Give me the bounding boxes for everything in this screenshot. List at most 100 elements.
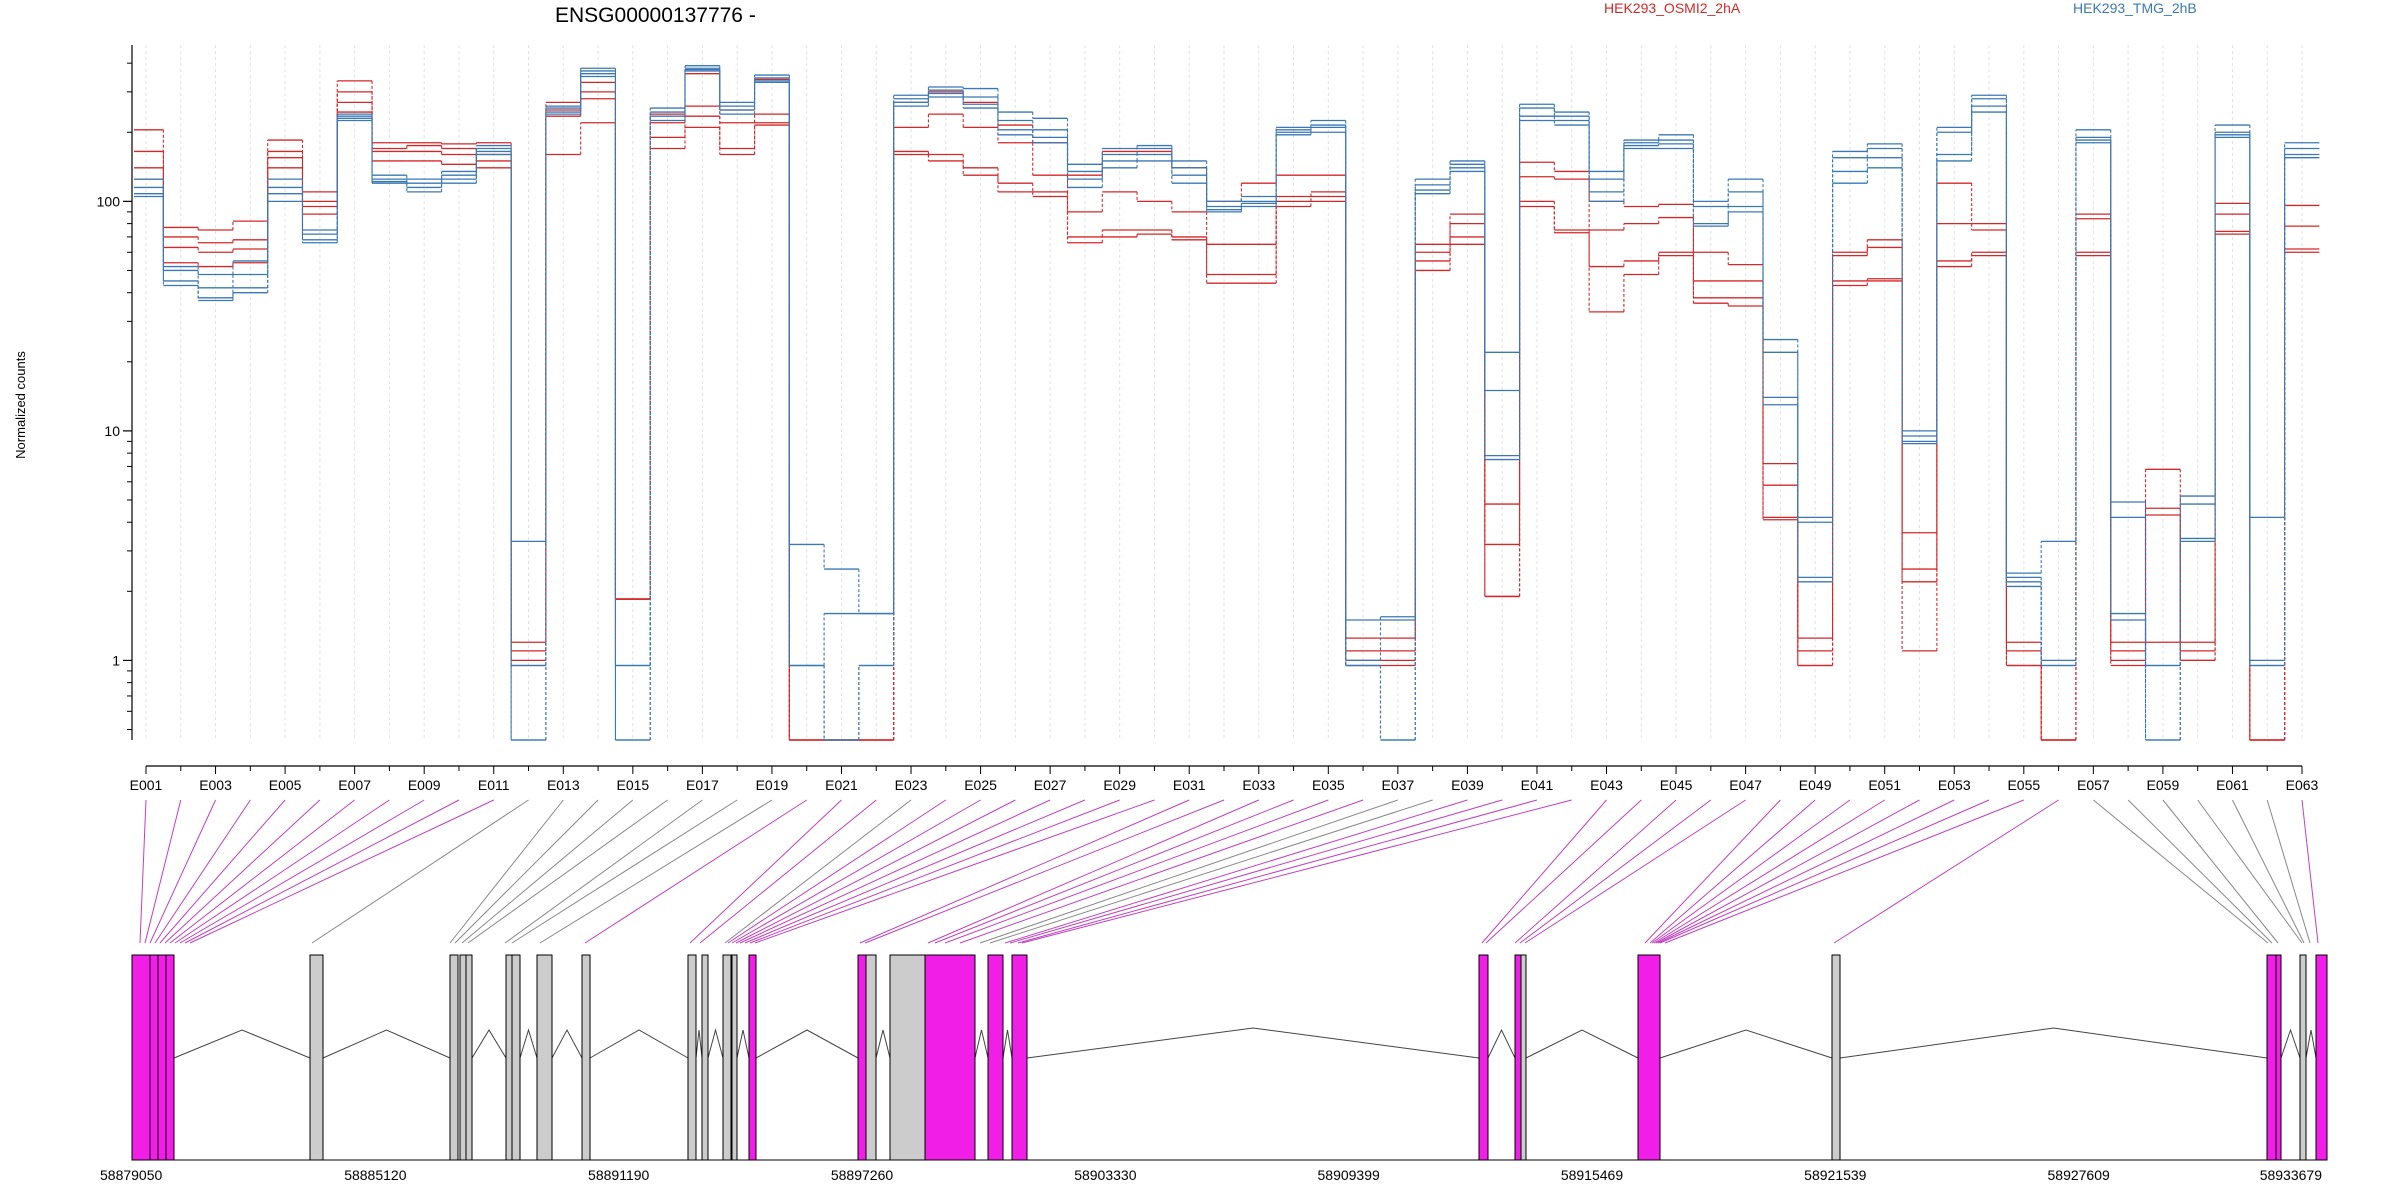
exon-connector: [164, 799, 321, 944]
series-line: [134, 67, 2320, 667]
exon-box: [2299, 954, 2307, 1161]
exon-connector: [169, 799, 355, 944]
x-tick-label: E057: [2077, 777, 2110, 793]
x-tick-label: E045: [1660, 777, 1693, 793]
exon-connector: [174, 799, 390, 944]
genomic-coordinate-label: 58933679: [2260, 1167, 2323, 1183]
intron-line: [736, 1029, 750, 1059]
intron-line: [974, 1029, 989, 1059]
intron-line: [589, 1029, 689, 1059]
intron-line: [551, 1028, 583, 1059]
exon-box: [1637, 954, 1661, 1161]
x-tick-label: E035: [1312, 777, 1345, 793]
exon-connector: [139, 799, 147, 944]
exon-connector: [467, 799, 668, 944]
genomic-coordinate-label: 58891190: [588, 1167, 649, 1183]
series-lines: [134, 65, 2320, 741]
y-axis-label: Normalized counts: [13, 351, 28, 459]
exon-connector: [749, 799, 1120, 944]
exon-box: [465, 954, 473, 1161]
genomic-coordinate-label: 58927609: [2048, 1167, 2111, 1183]
exon-box: [449, 954, 459, 1161]
exon-connector: [1021, 799, 1572, 944]
exon-box: [1831, 954, 1841, 1161]
genomic-coordinate-label: 58915469: [1561, 1167, 1624, 1183]
genomic-coordinate-label: 58879050: [100, 1167, 163, 1183]
exon-connector: [1514, 799, 1677, 944]
x-tick-label: E053: [1938, 777, 1971, 793]
x-tick-label: E017: [686, 777, 719, 793]
exon-box: [131, 954, 151, 1161]
x-tick-label: E031: [1173, 777, 1206, 793]
x-tick-label: E007: [338, 777, 371, 793]
exon-connector: [979, 799, 1399, 944]
x-tick-label: E019: [756, 777, 789, 793]
exon-box: [2275, 954, 2282, 1161]
intron-line: [1026, 1027, 1480, 1059]
x-tick-label: E013: [547, 777, 580, 793]
exon-connector: [2197, 799, 2303, 944]
exon-box: [987, 954, 1004, 1161]
series-line: [134, 98, 2320, 741]
exon-box: [722, 954, 732, 1161]
exon-connector: [1664, 799, 2024, 944]
exon-connector: [934, 799, 1294, 944]
x-tick-label: E023: [895, 777, 928, 793]
exon-connector: [1655, 799, 1920, 944]
x-tick-label: E003: [199, 777, 232, 793]
exon-connector: [454, 799, 599, 944]
x-tick-label: E061: [2216, 777, 2249, 793]
exon-connector: [731, 799, 981, 944]
exon-connector: [735, 799, 1016, 944]
exon-connector: [504, 799, 703, 944]
exon-connector: [159, 799, 286, 944]
exon-box: [748, 954, 757, 1161]
exon-connector: [179, 799, 425, 944]
exon-connector: [511, 799, 738, 944]
exon-box: [536, 954, 553, 1161]
series-line: [134, 70, 2320, 741]
intron-line: [1839, 1027, 2268, 1059]
exon-connector: [1004, 799, 1468, 944]
exon-box: [857, 954, 867, 1161]
exon-connector: [699, 799, 877, 944]
genomic-coordinate-label: 58909399: [1318, 1167, 1381, 1183]
y-tick-label: 10: [104, 423, 120, 439]
exon-box: [701, 954, 709, 1161]
exon-connector: [1485, 799, 1642, 944]
exon-connector: [1649, 799, 1816, 944]
intron-line: [695, 1029, 703, 1059]
intron-line: [322, 1029, 451, 1059]
exon-connector: [2266, 799, 2311, 944]
exon-box: [2266, 954, 2277, 1161]
exon-connector: [144, 799, 182, 944]
exon-connector: [689, 799, 842, 944]
x-tick-label: E047: [1729, 777, 1762, 793]
exon-box: [149, 954, 159, 1161]
exon-box: [581, 954, 591, 1161]
x-tick-label: E021: [825, 777, 858, 793]
intron-line: [1525, 1029, 1639, 1059]
exon-connector: [1653, 799, 1885, 944]
x-tick-label: E011: [478, 777, 510, 793]
legend-entry-tmg: HEK293_TMG_2hB: [2073, 0, 2197, 16]
exon-connector: [2127, 799, 2273, 944]
exon-connector: [959, 799, 1364, 944]
genomic-coordinate-label: 58885120: [344, 1167, 407, 1183]
x-tick-label: E025: [964, 777, 997, 793]
exon-connector: [754, 799, 1155, 944]
intron-line: [1002, 1029, 1013, 1059]
intron-line: [519, 1028, 538, 1059]
exon-box: [505, 954, 513, 1161]
exon-connector: [184, 799, 460, 944]
exon-connector: [1659, 799, 1990, 944]
exon-connector: [927, 799, 1259, 944]
exon-connector: [859, 799, 1190, 944]
x-tick-label: E055: [2007, 777, 2040, 793]
y-tick-label: 100: [97, 193, 121, 209]
exon-connector: [1017, 799, 1538, 944]
exon-box: [687, 954, 697, 1161]
exon-connector: [989, 799, 1433, 944]
exon-connector: [449, 799, 564, 944]
exon-box: [865, 954, 877, 1161]
